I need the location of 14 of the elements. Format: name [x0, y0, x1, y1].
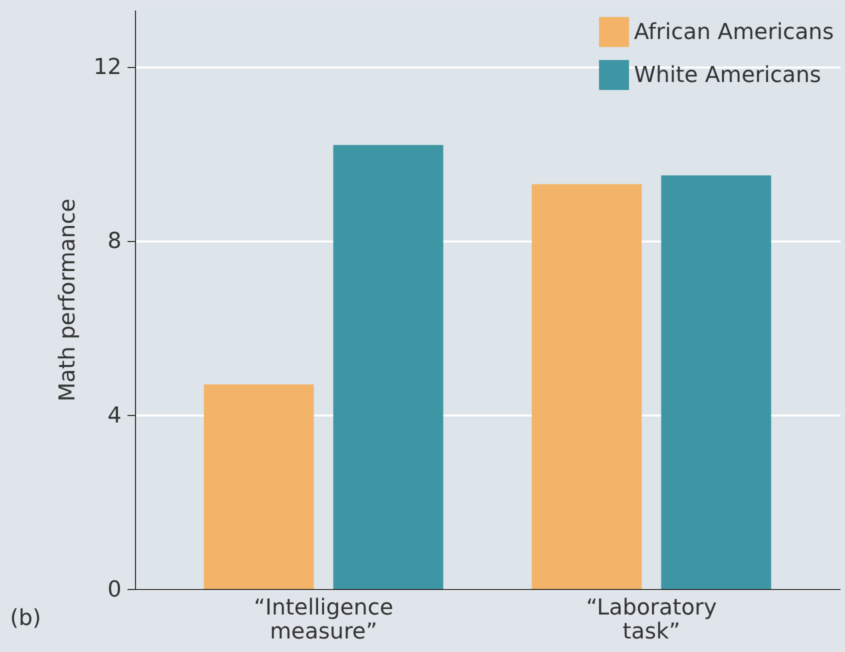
y-axis-title: Math performance — [56, 198, 81, 402]
bar — [661, 175, 772, 589]
bar — [204, 384, 314, 589]
x-tick-label: “Intelligence measure” — [254, 596, 394, 644]
legend-label: White Americans — [634, 63, 822, 88]
text: (b) — [10, 606, 42, 631]
y-tick-label: 4 — [108, 403, 122, 428]
bar — [333, 144, 444, 589]
bar — [532, 184, 642, 589]
legend-label: African Americans — [634, 20, 834, 45]
x-tick-label: “Laboratory task” — [586, 596, 717, 644]
y-tick-label: 12 — [94, 55, 122, 80]
y-tick-label: 0 — [108, 578, 122, 602]
y-tick-label: 8 — [108, 229, 122, 254]
